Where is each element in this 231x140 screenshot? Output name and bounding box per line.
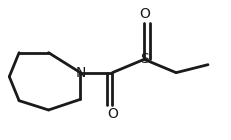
Text: O: O xyxy=(138,7,149,21)
Text: N: N xyxy=(75,66,85,80)
Text: O: O xyxy=(106,107,117,121)
Text: S: S xyxy=(139,52,148,66)
